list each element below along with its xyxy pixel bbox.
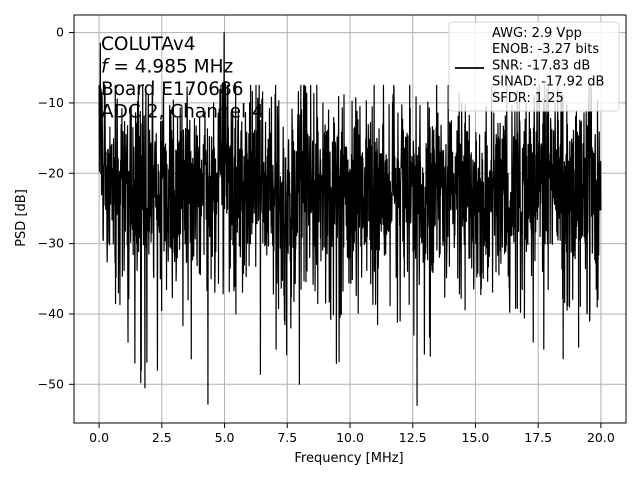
legend-line-1: ENOB: -3.27 bits bbox=[492, 42, 599, 57]
x-tick-label-2: 5.0 bbox=[215, 430, 235, 445]
annotation-line-1: f = 4.985 MHz bbox=[101, 57, 233, 78]
y-tick-label-5: −50 bbox=[38, 376, 64, 391]
y-tick-label-2: −20 bbox=[38, 165, 64, 180]
y-tick-label-4: −40 bbox=[38, 306, 64, 321]
series-layer bbox=[98, 31, 602, 407]
x-tick-label-8: 20.0 bbox=[587, 430, 615, 445]
y-tick-label-3: −30 bbox=[38, 236, 64, 251]
x-tick-label-7: 17.5 bbox=[524, 430, 552, 445]
psd-series-line bbox=[98, 31, 602, 407]
y-axis-label: PSD [dB] bbox=[14, 189, 29, 247]
legend-line-2: SNR: -17.83 dB bbox=[492, 58, 590, 73]
x-tick-label-0: 0.0 bbox=[89, 430, 109, 445]
y-tick-label-0: 0 bbox=[56, 25, 64, 40]
legend-line-0: AWG: 2.9 Vpp bbox=[492, 26, 582, 41]
annotation-line-0: COLUTAv4 bbox=[101, 34, 196, 55]
ticks-layer: 0.0 2.5 5.0 7.5 10.0 12.5 15.0 17.5 20.0 0 −10 −20 −… bbox=[38, 25, 615, 445]
frequency-value: = 4.985 MHz bbox=[108, 57, 234, 78]
annotation-line-3: ADC 2, Channel 4 bbox=[101, 102, 264, 123]
legend-line-3: SINAD: -17.92 dB bbox=[492, 75, 604, 90]
legend-box bbox=[448, 21, 620, 112]
legend-line-4: SFDR: 1.25 bbox=[492, 91, 564, 106]
y-tick-label-1: −10 bbox=[38, 95, 64, 110]
x-tick-label-1: 2.5 bbox=[152, 430, 172, 445]
x-tick-label-5: 12.5 bbox=[399, 430, 427, 445]
frequency-symbol: f bbox=[101, 57, 110, 78]
annotation-line-2: Board E170686 bbox=[101, 79, 244, 100]
x-axis-label: Frequency [MHz] bbox=[294, 451, 403, 466]
x-tick-label-6: 15.0 bbox=[462, 430, 490, 445]
x-tick-label-3: 7.5 bbox=[277, 430, 297, 445]
x-tick-label-4: 10.0 bbox=[336, 430, 364, 445]
